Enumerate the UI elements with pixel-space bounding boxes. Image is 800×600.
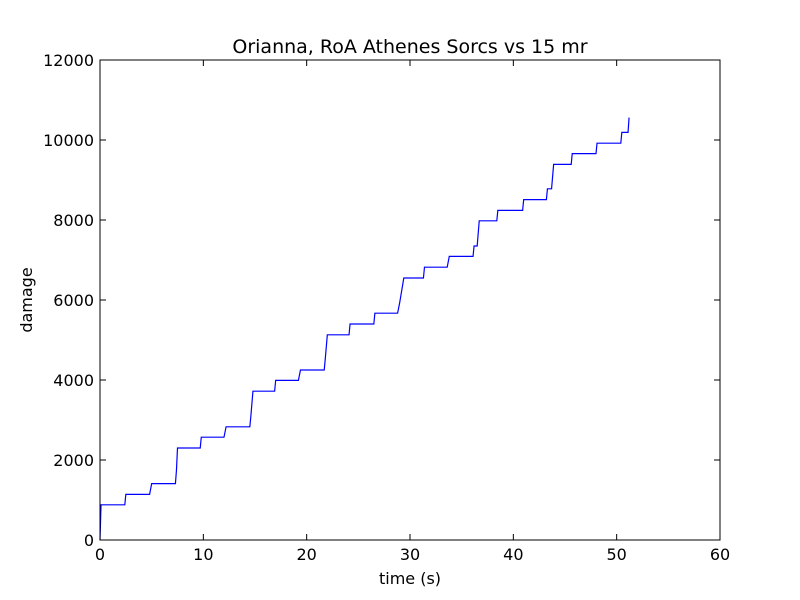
x-tick-label: 50 — [606, 545, 626, 564]
y-tick-label: 10000 — [43, 131, 94, 150]
y-tick-label: 0 — [84, 531, 94, 550]
chart-title: Orianna, RoA Athenes Sorcs vs 15 mr — [232, 36, 587, 58]
plot-layer — [99, 117, 630, 541]
ticks-layer: 0 10 20 30 40 50 60 0 2000 4000 6000 8000 10000 12000 — [43, 51, 730, 564]
x-tick-label: 0 — [95, 545, 105, 564]
y-tick-label: 4000 — [53, 371, 94, 390]
y-tick-label: 8000 — [53, 211, 94, 230]
x-tick-label: 10 — [193, 545, 213, 564]
x-tick-label: 40 — [503, 545, 523, 564]
x-tick-label: 30 — [400, 545, 420, 564]
y-tick-label: 12000 — [43, 51, 94, 70]
y-tick-label: 6000 — [53, 291, 94, 310]
x-axis-label: time (s) — [379, 569, 441, 588]
x-tick-label: 20 — [296, 545, 316, 564]
x-tick-label: 60 — [710, 545, 730, 564]
y-axis-label: damage — [17, 267, 36, 332]
series-line-0 — [99, 117, 630, 541]
y-tick-label: 2000 — [53, 451, 94, 470]
